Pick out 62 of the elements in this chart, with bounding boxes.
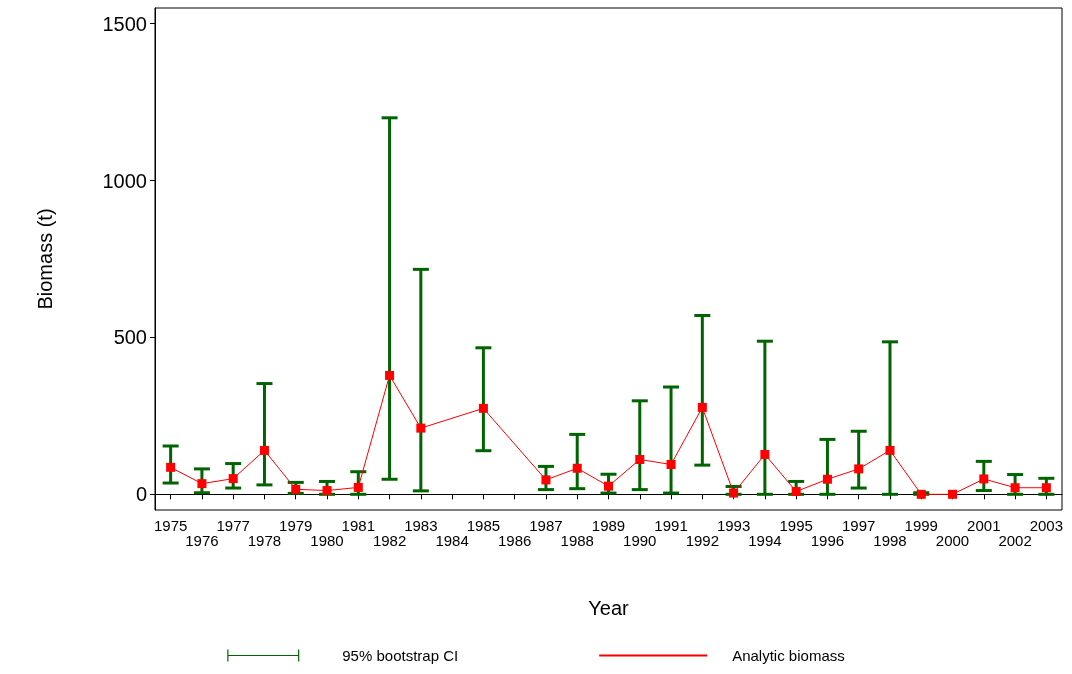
x-axis-title: Year — [588, 597, 630, 619]
x-tick-label: 1983 — [404, 517, 438, 534]
x-tick-label: 1989 — [591, 517, 626, 534]
x-tick-label: 1991 — [654, 517, 688, 534]
x-tick-label: 1978 — [247, 532, 282, 549]
y-tick-label: 0 — [135, 483, 147, 506]
x-tick-label: 1995 — [779, 517, 813, 534]
point — [854, 464, 864, 474]
x-tick-label: 2000 — [935, 532, 970, 549]
point — [760, 449, 770, 459]
x-tick-label: 2001 — [967, 517, 1001, 534]
x-tick-label: 1984 — [435, 532, 469, 549]
x-tick-label: 1981 — [341, 517, 375, 534]
x-tick-label: 1982 — [372, 532, 407, 549]
x-tick-label: 1976 — [185, 532, 219, 549]
x-tick-label: 1993 — [716, 517, 751, 534]
y-axis-title: Biomass (t) — [34, 208, 56, 310]
point — [1041, 483, 1051, 493]
y-tick-label: 1500 — [102, 12, 147, 35]
point — [541, 475, 551, 485]
point — [228, 474, 238, 484]
point — [197, 479, 207, 489]
point — [385, 370, 395, 380]
point — [822, 474, 832, 484]
point — [666, 460, 676, 470]
x-tick-label: 2003 — [1029, 517, 1064, 534]
point — [697, 402, 707, 412]
x-tick-label: 1998 — [873, 532, 907, 549]
point — [416, 423, 426, 433]
x-tick-label: 1975 — [153, 517, 188, 534]
x-tick-label: 1990 — [623, 532, 657, 549]
x-tick-label: 1986 — [497, 532, 532, 549]
point — [885, 445, 895, 455]
x-tick-label: 1980 — [310, 532, 344, 549]
y-tick-label: 1000 — [102, 169, 147, 192]
point — [791, 486, 801, 496]
point — [916, 489, 926, 499]
x-tick-label: 1999 — [904, 517, 938, 534]
x-tick-label: 1994 — [748, 532, 782, 549]
y-tick-label: 500 — [113, 326, 147, 349]
x-tick-label: 2002 — [998, 532, 1032, 549]
point — [604, 481, 613, 491]
point — [166, 462, 176, 472]
x-tick-label: 1977 — [216, 517, 250, 534]
x-tick-label: 1996 — [810, 532, 845, 549]
x-tick-label: 1992 — [685, 532, 720, 549]
point — [572, 463, 582, 473]
point — [979, 474, 989, 484]
x-tick-label: 1988 — [560, 532, 594, 549]
point — [478, 403, 488, 413]
x-tick-label: 1979 — [279, 517, 313, 534]
point — [322, 486, 332, 496]
point — [948, 489, 958, 499]
text: Analytic biomass — [732, 647, 845, 664]
x-tick-label: 1987 — [529, 517, 563, 534]
point — [353, 482, 363, 492]
x-tick-label: 1985 — [466, 517, 501, 534]
text: 95% bootstrap CI — [342, 647, 459, 664]
point — [635, 454, 645, 464]
point — [259, 445, 269, 455]
point — [1010, 483, 1020, 493]
x-tick-label: 1997 — [842, 517, 876, 534]
